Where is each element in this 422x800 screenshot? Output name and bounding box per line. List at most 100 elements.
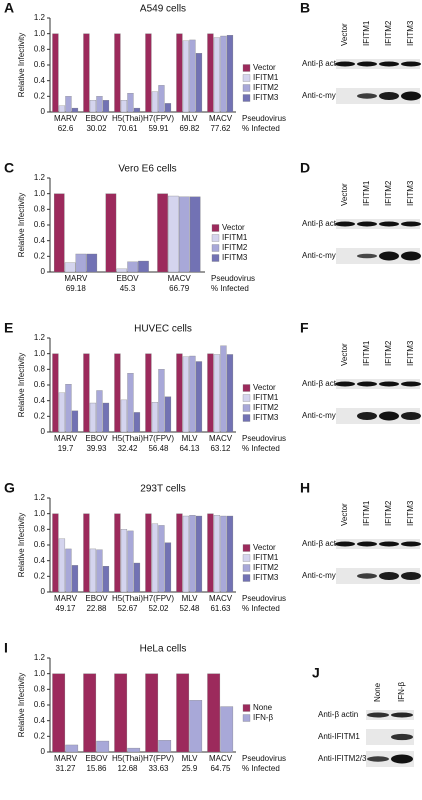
bar	[179, 196, 190, 273]
legend-label: IFITM3	[222, 253, 248, 262]
bar	[58, 392, 66, 433]
x-tick-label: EBOV	[85, 594, 108, 603]
percent-infected: 30.02	[86, 124, 107, 133]
legend-swatch	[211, 224, 220, 232]
x-tick-label: MACV	[209, 434, 233, 443]
bar	[158, 740, 172, 753]
percent-infected: 19.7	[58, 444, 74, 453]
x-tick-label: MLV	[182, 114, 199, 123]
row-label: Anti-β actin	[302, 219, 342, 228]
blot-band	[379, 571, 399, 581]
y-tick-label: 1.0	[34, 189, 46, 198]
bar	[220, 706, 234, 753]
x-tick-label: MACV	[168, 274, 192, 283]
x-tick-label: MARV	[54, 754, 78, 763]
bar	[207, 673, 221, 753]
bar	[195, 361, 203, 433]
legend-swatch	[211, 254, 220, 262]
lane-label: IFITM2	[384, 180, 393, 206]
bar	[71, 410, 79, 433]
blot-band	[357, 411, 377, 421]
legend-label: IFITM2	[253, 563, 279, 572]
bar	[207, 353, 214, 433]
bar	[133, 412, 141, 433]
bar	[83, 673, 97, 753]
percent-infected: 45.3	[120, 284, 136, 293]
lane-label: IFITM2	[384, 20, 393, 46]
blot-strip	[336, 568, 420, 584]
y-tick-label: 0.2	[34, 251, 46, 260]
bar	[120, 529, 128, 593]
blot-band	[357, 93, 377, 99]
blot-band	[401, 411, 421, 421]
bar	[189, 355, 196, 433]
chart-title: A549 cells	[140, 4, 186, 15]
x-tick-label: EBOV	[85, 434, 108, 443]
bar	[189, 700, 203, 753]
legend-swatch	[242, 84, 251, 92]
y-tick-label: 0.8	[34, 684, 46, 693]
legend-swatch	[242, 74, 251, 82]
blot-band	[357, 541, 377, 547]
legend-swatch	[242, 94, 251, 102]
y-tick-label: 1.2	[34, 493, 46, 502]
bar	[189, 515, 196, 593]
bar	[145, 513, 152, 593]
row-label: Anti-β actin	[302, 59, 342, 68]
bar	[89, 402, 97, 433]
panel-letter: I	[4, 640, 8, 656]
footer-label: % Infected	[242, 124, 280, 133]
y-tick-label: 1.0	[34, 29, 46, 38]
x-tick-label: MARV	[54, 594, 78, 603]
percent-infected: 64.13	[179, 444, 200, 453]
chart-title: HUVEC cells	[134, 324, 192, 335]
bar	[168, 195, 179, 273]
y-tick-label: 1.0	[34, 669, 46, 678]
x-tick-label: MACV	[209, 114, 233, 123]
percent-infected: 52.48	[179, 604, 200, 613]
y-tick-label: 0.8	[34, 204, 46, 213]
lane-label: IFITM3	[406, 20, 415, 46]
row-label: Anti-β actin	[302, 379, 342, 388]
bar	[53, 193, 65, 273]
bar	[158, 369, 165, 433]
panel-letter: G	[4, 480, 15, 496]
legend-label: Vector	[253, 63, 276, 72]
bar	[133, 562, 141, 593]
x-tick-label: MACV	[209, 754, 233, 763]
bar	[52, 353, 59, 433]
x-tick-label: MLV	[182, 594, 199, 603]
footer-label: Pseudovirus	[242, 434, 286, 443]
y-tick-label: 0	[41, 747, 46, 756]
x-tick-label: H5(Thai)	[112, 114, 143, 123]
legend-swatch	[242, 704, 251, 712]
lane-label: IFITM1	[362, 500, 371, 526]
x-tick-label: MARV	[54, 434, 78, 443]
legend-label: IFITM1	[253, 553, 279, 562]
panel-letter: H	[300, 480, 310, 496]
bar	[52, 673, 66, 753]
blot-band	[379, 411, 399, 421]
bar	[213, 354, 221, 433]
percent-infected: 12.68	[117, 764, 138, 773]
blot-band	[357, 381, 377, 387]
y-tick-label: 0.8	[34, 44, 46, 53]
legend-label: IFITM1	[253, 73, 279, 82]
y-axis-label: Relative Infectivity	[17, 673, 26, 737]
y-tick-label: 0.6	[34, 60, 46, 69]
bar	[114, 513, 121, 593]
bar	[58, 538, 66, 593]
bar	[182, 356, 190, 433]
lane-label: Vector	[340, 503, 349, 526]
y-tick-label: 0.2	[34, 411, 46, 420]
blot-band	[391, 754, 413, 764]
bar	[176, 353, 183, 433]
bar	[64, 262, 76, 273]
bar	[220, 515, 227, 593]
bar	[220, 35, 227, 113]
bar	[145, 673, 159, 753]
bar	[189, 196, 201, 273]
x-tick-label: MLV	[182, 754, 199, 763]
row-label: Anti-c-myc	[302, 91, 340, 100]
blot-band	[367, 756, 389, 762]
